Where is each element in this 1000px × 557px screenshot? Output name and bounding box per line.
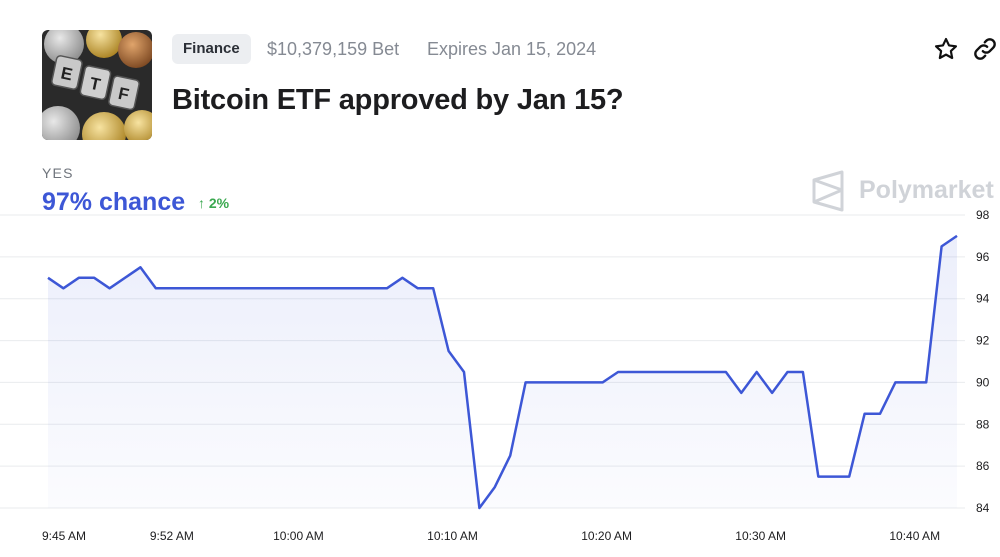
x-tick-label: 9:52 AM [150,529,194,543]
market-title: Bitcoin ETF approved by Jan 15? [172,84,624,116]
watermark-text: Polymarket [859,176,994,204]
polymarket-logo [810,170,1000,212]
x-tick-label: 10:40 AM [889,529,940,543]
x-tick-label: 10:10 AM [427,529,478,543]
x-tick-label: 10:00 AM [273,529,324,543]
polymarket-logo-icon [812,170,844,212]
svg-text:F: F [117,84,131,105]
x-tick-label: 10:20 AM [581,529,632,543]
y-tick-label: 86 [976,459,990,473]
expiry-date: Expires Jan 15, 2024 [427,39,597,59]
y-tick-label: 98 [976,208,990,222]
y-tick-label: 96 [976,250,990,264]
category-tag[interactable]: Finance [172,34,251,64]
x-axis-labels: 9:45 AM 9:52 AM 10:00 AM 10:10 AM 10:20 AM 10… [42,529,940,543]
link-icon[interactable] [972,36,998,62]
y-axis-labels: 98 96 94 92 90 88 86 84 [976,208,990,515]
y-tick-label: 84 [976,501,990,515]
svg-text:E: E [59,63,74,84]
outcome-label: YES [42,165,74,181]
price-line[interactable] [47,234,958,510]
y-tick-label: 88 [976,417,990,431]
change-indicator: ↑ 2% [198,195,230,211]
price-chart: 98 96 94 92 90 88 86 84 9:45 AM 9:52 AM 10:00 AM 1… [0,208,990,543]
y-tick-label: 90 [976,375,990,389]
star-icon[interactable] [933,36,959,62]
price-area-fill [48,235,957,508]
x-tick-label: 10:30 AM [735,529,786,543]
y-tick-label: 92 [976,334,990,348]
y-tick-label: 94 [976,292,990,306]
svg-text:T: T [88,74,103,95]
market-thumbnail: E T F [42,30,152,140]
chance-value: 97% chance [42,188,186,216]
x-tick-label: 9:45 AM [42,529,86,543]
etf-coins-image: E T F [42,30,152,140]
bet-volume: $10,379,159 Bet [267,39,400,59]
